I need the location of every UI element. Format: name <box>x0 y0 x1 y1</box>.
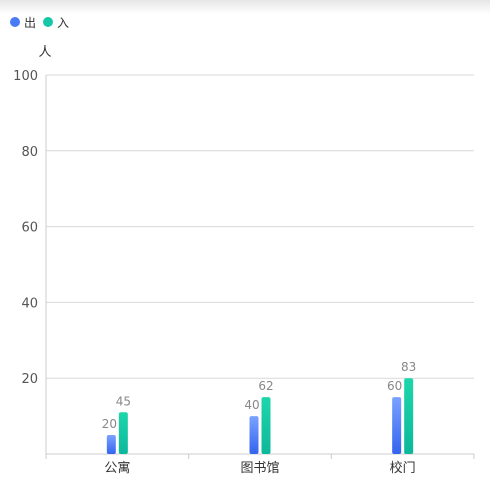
legend-label-out: 出 <box>24 15 37 30</box>
x-tick-label: 校门 <box>390 460 416 476</box>
legend-item-out[interactable]: 出 <box>10 14 36 31</box>
y-tick-label: 20 <box>21 372 38 387</box>
chart-legend: 出 入 <box>10 13 76 31</box>
legend-dot-out <box>10 17 20 27</box>
bar-in[interactable] <box>118 412 128 454</box>
y-tick-label: 40 <box>21 296 38 311</box>
bar-in[interactable] <box>404 378 414 454</box>
data-label: 60 <box>387 379 402 393</box>
data-label: 83 <box>401 360 416 374</box>
x-tick-label: 图书馆 <box>240 461 279 476</box>
x-tick-label: 公寓 <box>104 460 130 476</box>
bar-out[interactable] <box>392 397 402 454</box>
top-shadow <box>0 0 490 14</box>
y-axis-label: 人 <box>38 45 51 60</box>
data-label: 45 <box>116 394 131 408</box>
bar-out[interactable] <box>249 416 259 454</box>
bar-out[interactable] <box>106 435 116 454</box>
y-tick-label: 60 <box>21 221 38 236</box>
bar-in[interactable] <box>261 397 271 454</box>
data-label: 40 <box>244 398 259 412</box>
legend-item-in[interactable]: 入 <box>43 14 69 31</box>
legend-dot-in <box>43 17 54 27</box>
data-label: 20 <box>102 417 117 431</box>
y-tick-label: 100 <box>13 69 38 84</box>
legend-label-in: 入 <box>57 15 70 30</box>
data-label: 62 <box>258 379 273 393</box>
y-tick-label: 80 <box>21 145 38 160</box>
